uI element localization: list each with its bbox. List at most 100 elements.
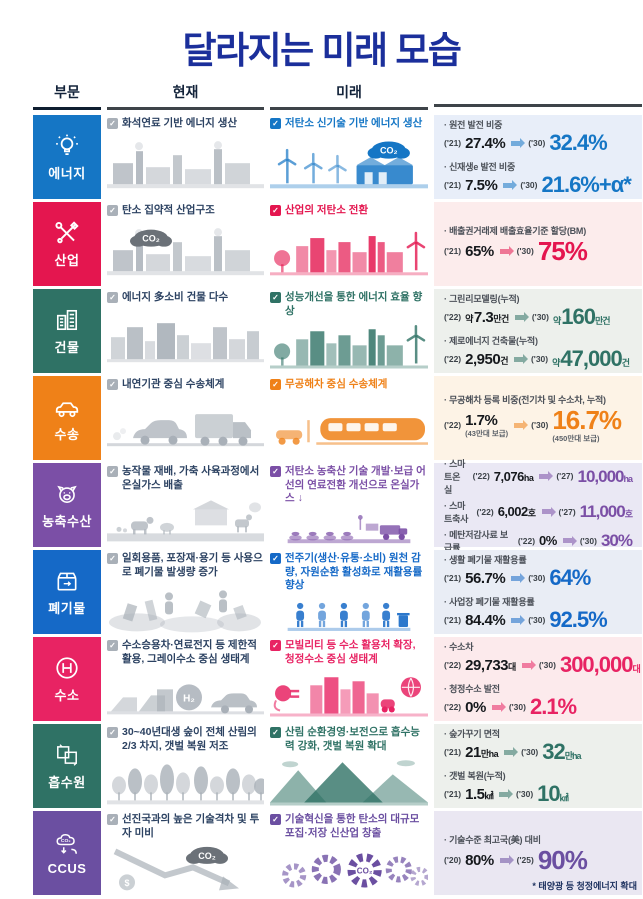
present-label: ✓ 탄소 집약적 산업구조 [107,204,264,218]
stat-to-value: 160 [561,304,596,329]
present-text: 수소승용차·연료전지 등 제한적 활용, 그레이수소 중심 생태계 [122,639,257,665]
header-stats-label [434,82,642,104]
stat-to-unit: 호 [624,509,633,519]
stat-from-value: 27.4% [465,134,506,152]
checkbox-icon: ✓ [107,118,118,129]
future-label: ✓ 산림 순환경영·보전으로 흡수능력 강화, 갯벌 복원 확대 [270,726,428,753]
checkbox-icon: ✓ [270,205,281,216]
stat-to-value: 16.7% [552,405,622,436]
arrow-right-icon [491,702,506,712]
stat-from: 80% [465,853,494,868]
stat-to-value: 64% [549,565,591,590]
checkbox-icon: ✓ [107,466,118,477]
stat-to: 32.4% [549,132,607,154]
present-label: ✓ 화석연료 기반 에너지 생산 [107,117,264,131]
building-icon [54,307,80,333]
stat-item: · 스마트축사 ('22) 6,002호 ('27) 11,000호 [444,499,633,525]
sector-tab-ccus: CO₂ CCUS [33,811,101,895]
stat-from-unit: 만건 [493,313,509,324]
stat-to-value: 21.6%+α* [541,172,631,197]
stat-to-year: ('27) [558,506,576,517]
sector-label: 에너지 [48,165,86,181]
stat-from-year: ('22) [444,660,462,670]
stat-from-prefix: 약 [465,313,473,324]
stat-to-year: ('30) [528,573,546,583]
header-future: 미래 [270,82,428,110]
stat-label: · 제로에너지 건축물(누적) [444,336,538,346]
arrow-right-icon [514,420,529,430]
stat-from: 56.7% [465,571,506,586]
future-illustration: CO₂ [270,842,428,895]
stat-to: 약160만건 [552,304,611,329]
future-cell: ✓ 산림 순환경영·보전으로 흡수능력 강화, 갯벌 복원 확대 [270,724,428,808]
present-label: ✓ 30~40년대생 숲이 전체 산림의 2/3 차지, 갯벌 복원 저조 [107,726,264,753]
stat-to-value: 92.5% [549,607,607,632]
sector-tab-sink: 흡수원 [33,724,101,808]
stat-label: · 무공해차 등록 비중(전기차 및 수소차, 누적) [444,395,606,406]
future-text: 모빌리티 등 수소 활용처 확장, 청정수소 중심 생태계 [285,639,416,665]
arrow-right-icon [514,312,529,322]
stat-to: 90% [538,847,588,873]
future-illustration [270,668,428,721]
arrow-right-icon [562,535,577,546]
stat-label: · 기술수준 최고국(美) 대비 [444,835,541,845]
stat-from-unit: ha [523,472,534,483]
stat-to-value: 11,000 [579,502,626,521]
stat-values: ('20) 80% ('25) 90% [444,847,632,873]
future-illustration [270,394,428,460]
present-label: ✓ 선진국과의 높은 기술격차 및 투자 미비 [107,813,264,840]
present-text: 화석연료 기반 에너지 생산 [122,117,238,129]
stat-to-year: ('30) [520,180,538,190]
future-text: 산림 순환경영·보전으로 흡수능력 강화, 갯벌 복원 확대 [285,726,420,752]
stat-values: ('22) 약7.3만건 ('30) 약160만건 [444,306,632,328]
stat-to-prefix: 약 [552,316,561,326]
stat-to-value: 47,000 [560,346,622,371]
present-cell: ✓ 탄소 집약적 산업구조 CO₂ [107,202,264,286]
stat-values: ('22) 1.7% (43만대 보급) ('30) 16.7% (450만대 보급) [444,407,632,443]
svg-text:CO₂: CO₂ [357,867,373,876]
future-cell: ✓ 모빌리티 등 수소 활용처 확장, 청정수소 중심 생태계 [270,637,428,721]
future-label: ✓ 성능개선을 통한 에너지 효율 향상 [270,291,428,318]
stat-from-year: ('22) [472,471,490,481]
stat-to-sub: (450만대 보급) [552,434,600,444]
stat-from-year: ('22) [444,312,462,322]
future-cell: ✓ 무공해차 중심 수송체계 [270,376,428,460]
arrow-right-icon [504,747,519,757]
stat-item: · 메탄저감사료 보급률 ('22) 0% ('30) 30% [444,528,633,554]
stat-label: · 메탄저감사료 보급률 [444,529,508,553]
future-text: 저탄소 신기술 기반 에너지 생산 [285,117,423,129]
stat-to-prefix: 약 [552,358,560,368]
sector-tab-energy: 에너지 [33,115,101,199]
checkbox-icon: ✓ [107,553,118,564]
stat-to-unit: 건 [621,358,630,368]
header-rule [107,107,264,110]
stat-item: · 그린리모델링(누적) ('22) 약7.3만건 ('30) 약160만건 [444,292,632,328]
stat-item: · 생활 폐기물 재활용률 ('21) 56.7% ('30) 64% [444,553,632,589]
stat-from-value: 7.3 [473,308,494,326]
present-cell: ✓ 농작물 재배, 가축 사육과정에서 온실가스 배출 [107,463,264,547]
future-cell: ✓ 산업의 저탄소 전환 [270,202,428,286]
stat-from-value: 1.7% [465,411,498,429]
present-label: ✓ 내연기관 중심 수송체계 [107,378,264,392]
present-illustration [107,394,264,460]
stat-from-value: 21 [465,743,481,761]
stat-from-year: ('21) [444,573,462,583]
stat-to-year: ('30) [528,615,546,625]
stat-to-unit: 만ha [564,751,582,761]
stat-from: 0% [539,534,557,547]
stat-from: 27.4% [465,134,506,152]
header-future-label: 미래 [336,84,362,100]
stat-to: 2.1% [530,696,577,718]
stat-values: ('22) 2,950건 ('30) 약47,000건 [444,348,632,370]
stat-from: 7,076ha [494,470,534,483]
stat-from-year: ('22) [476,506,494,517]
svg-text:CO₂: CO₂ [380,145,398,155]
stats-panel: · 배출권거래제 배출효율기준 할당(BM) ('21) 65% ('30) 75% [434,202,642,286]
present-label: ✓ 농작물 재배, 가축 사육과정에서 온실가스 배출 [107,465,264,492]
future-label: ✓ 모빌리티 등 수소 활용처 확장, 청정수소 중심 생태계 [270,639,428,666]
header-rule [270,107,428,110]
present-illustration: H₂ [107,668,264,721]
stat-to-unit: 대 [632,664,640,674]
header-sector-label: 부문 [54,84,80,100]
present-cell: ✓ 선진국과의 높은 기술격차 및 투자 미비 $ CO₂ [107,811,264,895]
